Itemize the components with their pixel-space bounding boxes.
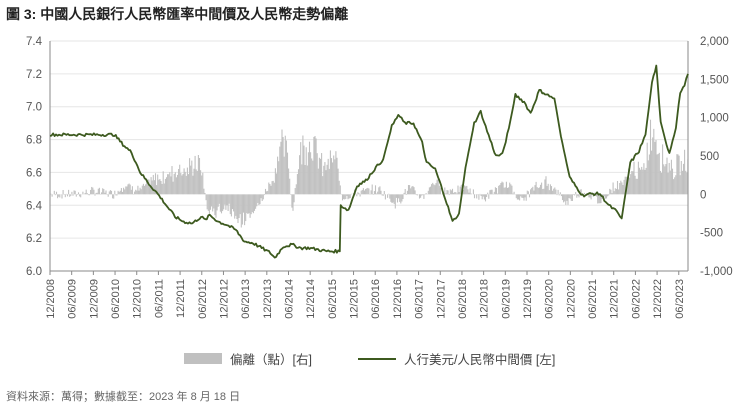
gridlines xyxy=(50,40,688,272)
left-tick-label: 6.6 xyxy=(26,167,42,179)
right-tick-label: 2,000 xyxy=(700,36,729,48)
legend-item-deviation: 偏離（點）[右] xyxy=(184,349,312,368)
x-tick-label: 12/2008 xyxy=(45,279,57,319)
x-tick-label: 12/2020 xyxy=(565,279,577,319)
left-tick-label: 6.0 xyxy=(26,266,42,278)
x-tick-label: 06/2020 xyxy=(544,279,556,319)
legend: 偏離（點）[右] 人行美元/人民幣中間價 [左] xyxy=(184,349,601,368)
x-tick-label: 12/2019 xyxy=(522,279,534,319)
x-tick-label: 12/2022 xyxy=(652,279,664,319)
x-tick-label: 06/2018 xyxy=(457,279,469,319)
figure-title: 圖 3: 中國人民銀行人民幣匯率中間價及人民幣走勢偏離 xyxy=(6,6,349,22)
x-tick-label: 12/2009 xyxy=(88,279,100,319)
left-axis-ticks: 6.0 6.2 6.4 6.6 6.8 7.0 7.2 7.4 xyxy=(26,36,43,278)
x-tick-label: 12/2011 xyxy=(175,279,187,318)
x-tick-label: 06/2022 xyxy=(630,279,642,319)
x-tick-label: 12/2017 xyxy=(435,279,447,319)
x-tick-label: 06/2017 xyxy=(414,279,426,319)
axes xyxy=(49,41,689,272)
legend-label-fixing: 人行美元/人民幣中間價 [左] xyxy=(403,353,556,367)
source-note: 資料來源：萬得；數據截至：2023 年 8 月 18 日 xyxy=(6,391,241,403)
deviation-bars xyxy=(50,119,689,228)
legend-item-fixing: 人行美元/人民幣中間價 [左] xyxy=(357,349,556,368)
x-tick-label: 06/2019 xyxy=(500,279,512,319)
x-tick-label: 12/2012 xyxy=(218,279,230,319)
x-tick-label: 12/2021 xyxy=(609,279,621,319)
x-tick-label: 06/2013 xyxy=(240,279,252,319)
x-tick-label: 06/2015 xyxy=(327,279,339,319)
x-tick-label: 12/2018 xyxy=(479,279,491,319)
legend-swatch-line xyxy=(357,357,396,360)
fixing-line xyxy=(49,64,689,259)
left-tick-label: 6.4 xyxy=(26,200,43,212)
left-tick-label: 6.8 xyxy=(26,135,42,147)
x-tick-label: 12/2010 xyxy=(132,279,144,319)
x-tick-label: 12/2013 xyxy=(262,279,274,319)
x-tick-label: 06/2014 xyxy=(283,279,295,319)
left-tick-label: 7.2 xyxy=(26,69,42,81)
x-tick-label: 06/2010 xyxy=(110,279,122,319)
legend-swatch-bars xyxy=(184,353,222,364)
fixing-series-line xyxy=(49,64,689,259)
x-tick-label: 06/2011 xyxy=(153,279,165,318)
x-tick-label: 06/2021 xyxy=(587,279,599,319)
right-tick-label: 1,000 xyxy=(700,113,729,125)
x-tick-label: 06/2012 xyxy=(197,279,209,319)
left-tick-label: 7.4 xyxy=(26,36,43,48)
x-tick-label: 06/2016 xyxy=(370,279,382,319)
right-axis-ticks: -1,000 -500 0 500 1,000 1,500 2,000 xyxy=(700,36,733,278)
left-tick-label: 6.2 xyxy=(26,233,42,245)
x-tick-label: 12/2015 xyxy=(349,279,361,319)
right-tick-label: -500 xyxy=(700,228,723,240)
left-tick-label: 7.0 xyxy=(26,102,42,114)
legend-label-deviation: 偏離（點）[右] xyxy=(230,353,312,367)
right-tick-label: -1,000 xyxy=(700,266,733,278)
right-tick-label: 1,500 xyxy=(700,74,729,86)
x-tick-label: 06/2009 xyxy=(67,279,79,319)
x-tick-label: 12/2016 xyxy=(392,279,404,319)
x-tick-label: 12/2014 xyxy=(305,279,317,319)
right-tick-label: 500 xyxy=(700,151,719,163)
right-tick-label: 0 xyxy=(700,189,706,201)
x-tick-label: 06/2023 xyxy=(674,279,686,319)
x-axis-ticks: 12/2008 06/2009 12/2009 06/2010 12/2010 06/20… xyxy=(45,271,686,319)
